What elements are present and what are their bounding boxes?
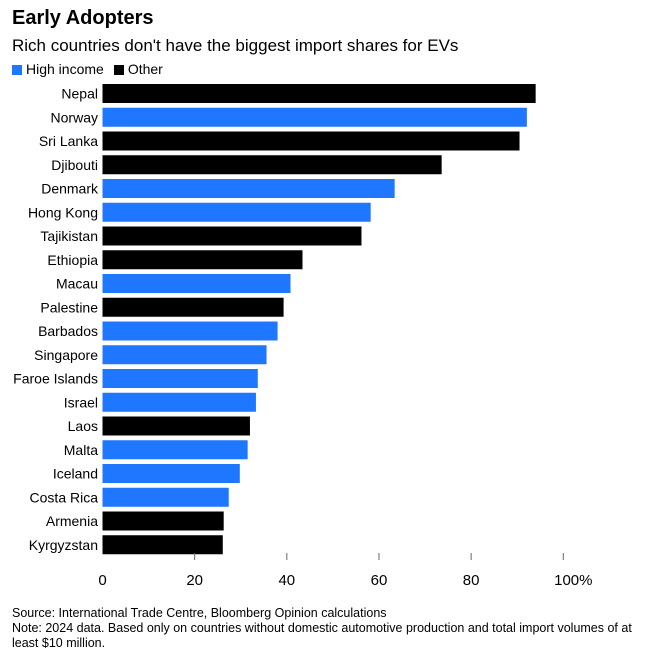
- category-label: Laos: [68, 418, 98, 434]
- bar-armenia: [102, 511, 224, 531]
- category-label: Sri Lanka: [39, 133, 98, 149]
- bar-singapore: [102, 345, 267, 365]
- bar-israel: [102, 392, 256, 412]
- legend-label: High income: [26, 61, 104, 77]
- bar-iceland: [102, 464, 240, 483]
- category-label: Djibouti: [51, 157, 98, 173]
- category-label: Malta: [64, 442, 98, 458]
- bar-nepal: [102, 84, 536, 103]
- category-label: Palestine: [40, 299, 98, 315]
- bar-kyrgyzstan: [102, 535, 223, 555]
- chart-subtitle: Rich countries don't have the biggest im…: [12, 36, 459, 55]
- bar-djibouti: [102, 155, 442, 175]
- category-label: Nepal: [61, 86, 98, 102]
- bar-costa-rica: [102, 487, 229, 507]
- bar-norway: [102, 107, 527, 127]
- category-label: Singapore: [34, 347, 98, 363]
- category-label: Norway: [51, 109, 98, 125]
- category-label: Macau: [56, 276, 98, 292]
- bar-denmark: [102, 179, 395, 198]
- category-label: Costa Rica: [30, 489, 99, 505]
- x-tick-label: 100%: [554, 572, 592, 589]
- category-label: Iceland: [53, 466, 98, 482]
- source-note: Source: International Trade Centre, Bloo…: [12, 606, 387, 620]
- category-label: Armenia: [46, 513, 98, 529]
- x-tick-label: 0: [98, 572, 106, 589]
- category-label: Barbados: [38, 323, 98, 339]
- bar-ethiopia: [102, 250, 303, 270]
- x-tick-label: 40: [278, 572, 295, 589]
- category-label: Faroe Islands: [13, 371, 98, 387]
- footnotes: Source: International Trade Centre, Bloo…: [12, 606, 642, 651]
- category-label: Kyrgyzstan: [29, 537, 98, 553]
- bar-barbados: [102, 321, 278, 341]
- legend: High income Other: [12, 61, 163, 77]
- bar-sri-lanka: [102, 131, 520, 151]
- bar-tajikistan: [102, 226, 362, 246]
- category-label: Ethiopia: [47, 252, 98, 268]
- legend-item-other: Other: [113, 61, 163, 77]
- bar-laos: [102, 416, 250, 436]
- legend-swatch: [12, 65, 22, 75]
- bar-malta: [102, 440, 248, 460]
- x-tick-label: 60: [371, 572, 388, 589]
- category-label: Hong Kong: [28, 204, 98, 220]
- bar-palestine: [102, 297, 284, 317]
- chart-title: Early Adopters: [12, 7, 154, 29]
- x-tick-label: 20: [186, 572, 203, 589]
- data-note: Note: 2024 data. Based only on countries…: [12, 621, 632, 650]
- bar-hong-kong: [102, 202, 371, 222]
- legend-item-high-income: High income: [12, 61, 104, 77]
- bar-macau: [102, 274, 291, 293]
- legend-swatch: [113, 65, 124, 75]
- category-label: Denmark: [41, 181, 99, 197]
- category-label: Tajikistan: [40, 228, 98, 244]
- x-tick-label: 80: [463, 572, 480, 589]
- legend-label: Other: [127, 61, 163, 77]
- bar-faroe-islands: [102, 369, 258, 388]
- category-label: Israel: [64, 394, 98, 410]
